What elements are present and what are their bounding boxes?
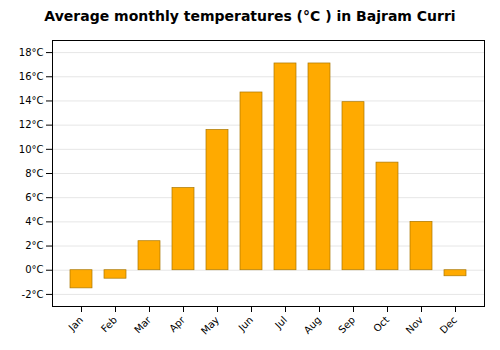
svg-text:Nov: Nov [404, 314, 426, 336]
svg-text:-2°C: -2°C [22, 289, 44, 300]
svg-text:Dec: Dec [438, 314, 459, 335]
svg-text:0°C: 0°C [25, 264, 43, 275]
svg-text:Sep: Sep [336, 314, 357, 335]
svg-text:14°C: 14°C [19, 95, 44, 106]
svg-text:16°C: 16°C [19, 71, 44, 82]
svg-text:2°C: 2°C [25, 240, 43, 251]
svg-text:8°C: 8°C [25, 168, 43, 179]
svg-text:18°C: 18°C [19, 47, 44, 58]
svg-text:Apr: Apr [167, 314, 188, 335]
svg-text:Feb: Feb [99, 314, 119, 334]
svg-text:Oct: Oct [371, 314, 391, 334]
svg-text:6°C: 6°C [25, 192, 43, 203]
svg-text:Jan: Jan [66, 314, 85, 333]
svg-text:Jun: Jun [236, 314, 256, 334]
svg-text:Jul: Jul [272, 314, 289, 331]
svg-text:12°C: 12°C [19, 119, 44, 130]
svg-text:10°C: 10°C [19, 144, 44, 155]
svg-text:4°C: 4°C [25, 216, 43, 227]
html-text:Average monthly temperatures (: Average monthly temperatures (°C ) in Ba… [44, 8, 456, 24]
svg-text:May: May [199, 314, 221, 336]
svg-text:Mar: Mar [132, 314, 154, 336]
svg-text:Aug: Aug [302, 314, 324, 336]
